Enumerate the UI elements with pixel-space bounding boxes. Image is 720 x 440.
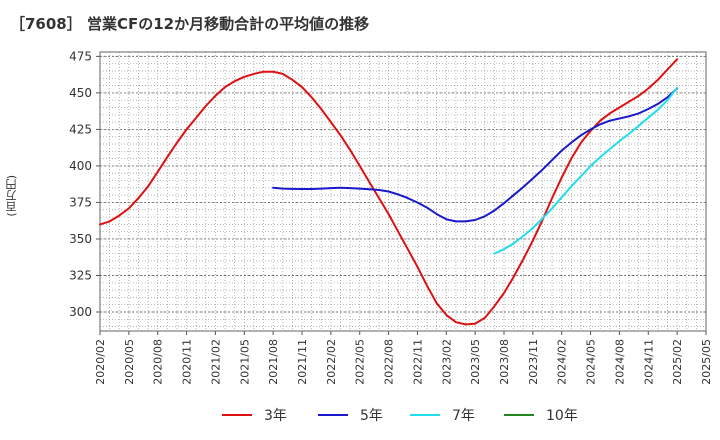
x-tick-label: 2024/05	[585, 339, 598, 385]
x-tick-label: 2021/02	[209, 339, 222, 385]
y-tick-label: 400	[69, 159, 92, 173]
y-tick-label: 350	[69, 232, 92, 246]
y-tick-label: 300	[69, 305, 92, 319]
series-line-1	[272, 87, 679, 223]
series-line-2	[493, 86, 679, 255]
legend-label-2: 7年	[452, 408, 475, 424]
x-tick-label: 2023/02	[440, 339, 453, 385]
series-line-0	[99, 58, 679, 326]
x-tick-label: 2021/05	[238, 339, 251, 385]
legend-label-1: 5年	[360, 408, 383, 424]
x-tick-label: 2022/05	[354, 339, 367, 385]
x-tick-label: 2021/08	[267, 339, 280, 385]
plot-background	[100, 52, 706, 331]
x-tick-label: 2023/11	[527, 339, 540, 385]
y-tick-label: 425	[69, 122, 92, 136]
y-tick-label: 475	[69, 49, 92, 63]
x-tick-label: 2024/02	[556, 339, 569, 385]
x-tick-label: 2023/05	[469, 339, 482, 385]
x-tick-label: 2022/02	[325, 339, 338, 385]
x-tick-label: 2022/11	[411, 339, 424, 385]
x-tick-label: 2025/02	[671, 339, 684, 385]
y-tick-label: 375	[69, 195, 92, 209]
x-tick-label: 2021/11	[296, 339, 309, 385]
chart-title: ［7608］ 営業CFの12か月移動合計の平均値の推移	[10, 15, 370, 33]
y-tick-label: 325	[69, 268, 92, 282]
x-tick-label: 2020/02	[94, 339, 107, 385]
x-tick-label: 2022/08	[383, 339, 396, 385]
x-tick-label: 2020/08	[152, 339, 165, 385]
y-tick-label: 450	[69, 86, 92, 100]
legend-label-3: 10年	[546, 408, 578, 424]
legend-label-0: 3年	[264, 408, 287, 424]
x-tick-label: 2024/08	[613, 339, 626, 385]
x-tick-label: 2025/05	[700, 339, 713, 385]
plot-frame	[99, 51, 707, 332]
x-tick-label: 2020/05	[123, 339, 136, 385]
x-tick-label: 2023/08	[498, 339, 511, 385]
x-tick-label: 2024/11	[642, 339, 655, 385]
x-tick-label: 2020/11	[181, 339, 194, 385]
